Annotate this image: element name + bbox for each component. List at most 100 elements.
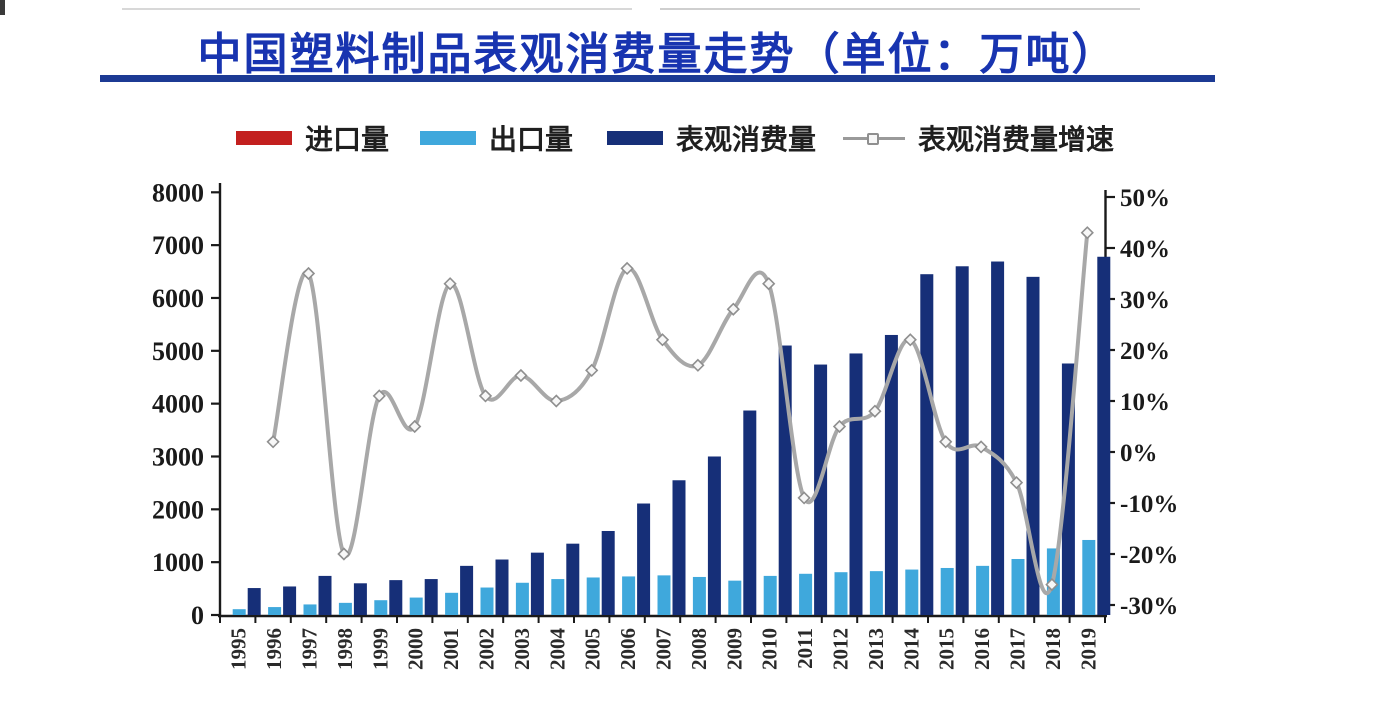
y-axis-right-label-10%: 10% (1120, 389, 1170, 416)
legend-swatch-exports (420, 131, 476, 145)
y-axis-left-label-1000: 1000 (152, 548, 204, 577)
bar-consumption-2001 (460, 565, 474, 615)
x-axis-label-1995: 1995 (227, 628, 251, 670)
x-axis-label-2011: 2011 (793, 628, 817, 669)
legend-item-imports: 进口量 (236, 120, 389, 156)
bar-exports-1999 (374, 600, 388, 615)
x-axis-label-2004: 2004 (545, 628, 569, 671)
legend-label-imports: 进口量 (305, 123, 390, 156)
bar-consumption-2005 (601, 530, 615, 615)
bar-consumption-2004 (566, 543, 580, 615)
bar-consumption-2011 (814, 364, 828, 615)
y-axis-left-label-0: 0 (191, 601, 204, 630)
x-axis-label-2000: 2000 (404, 628, 428, 670)
title-wrap: 中国塑料制品表观消费量走势（单位：万吨） (100, 18, 1215, 82)
scan-artifact-line-1 (122, 8, 632, 10)
growth-marker-2004 (549, 394, 563, 408)
growth-marker-2002 (478, 389, 493, 403)
growth-marker-2006 (620, 261, 634, 276)
bar-exports-2010 (763, 575, 777, 615)
y-axis-right-label--10%: -10% (1120, 491, 1178, 518)
growth-marker-1999 (372, 389, 386, 403)
y-axis-left-label-6000: 6000 (152, 284, 204, 313)
bar-consumption-1999 (389, 580, 403, 615)
x-axis-label-2003: 2003 (510, 628, 534, 670)
growth-marker-2003 (514, 368, 528, 383)
x-axis-label-1996: 1996 (262, 628, 286, 670)
growth-marker-2011 (797, 491, 811, 505)
bar-consumption-2015 (955, 266, 969, 615)
legend-swatch-imports (236, 131, 292, 145)
bar-consumption-2013 (884, 334, 898, 615)
x-axis-label-2016: 2016 (970, 628, 994, 670)
bar-consumption-2014 (920, 274, 934, 615)
bar-consumption-2008 (707, 456, 721, 615)
scan-artifact-line-2 (660, 8, 1140, 10)
x-axis-label-2001: 2001 (439, 628, 463, 670)
bar-consumption-2000 (424, 579, 438, 615)
growth-marker-2013 (868, 404, 882, 418)
bar-consumption-2009 (743, 410, 757, 615)
x-axis-label-2009: 2009 (722, 628, 746, 670)
growth-marker-2010 (762, 277, 776, 291)
bar-exports-2004 (551, 579, 565, 615)
x-axis-label-2017: 2017 (1006, 628, 1030, 670)
bar-exports-2002 (480, 587, 494, 615)
bar-exports-2011 (799, 573, 813, 615)
bar-consumption-2003 (530, 552, 544, 615)
growth-marker-2015 (939, 435, 953, 449)
growth-marker-2009 (726, 302, 740, 316)
x-axis-label-2008: 2008 (687, 628, 711, 670)
chart-legend: 进口量 出口量 表观消费量 表观消费量增速 (0, 120, 1400, 156)
y-axis-left-label-2000: 2000 (152, 495, 204, 524)
bar-consumption-1998 (353, 583, 367, 615)
legend-swatch-consumption (607, 131, 663, 145)
bar-exports-2019 (1082, 539, 1096, 615)
x-axis-label-2005: 2005 (581, 628, 605, 670)
x-axis-label-1997: 1997 (298, 628, 322, 670)
bar-exports-2005 (586, 577, 600, 615)
legend-item-consumption: 表观消费量 (607, 120, 816, 156)
growth-marker-2016 (974, 440, 988, 454)
bar-exports-2013 (869, 571, 883, 615)
x-axis-label-2006: 2006 (616, 628, 640, 670)
x-axis-label-2010: 2010 (758, 628, 782, 670)
x-axis-label-1999: 1999 (368, 628, 392, 670)
growth-line (271, 230, 1090, 596)
y-axis-right-label-50%: 50% (1120, 185, 1170, 212)
legend-label-growth: 表观消费量增速 (918, 123, 1115, 156)
y-axis-right-label--30%: -30% (1120, 593, 1178, 620)
bar-exports-1996 (268, 607, 282, 615)
bar-exports-1995 (232, 609, 246, 615)
growth-marker-2000 (408, 419, 422, 434)
growth-marker-2019 (1080, 226, 1094, 240)
page-title: 中国塑料制品表观消费量走势（单位：万吨） (197, 29, 1118, 80)
bar-exports-2014 (905, 569, 919, 615)
bar-consumption-2007 (672, 480, 686, 615)
y-axis-left-label-7000: 7000 (152, 231, 204, 260)
x-axis-label-1998: 1998 (333, 628, 357, 670)
growth-marker-1997 (301, 266, 316, 281)
bar-exports-2009 (728, 580, 742, 615)
x-axis-label-2013: 2013 (864, 628, 888, 670)
growth-marker-2017 (1009, 475, 1024, 490)
x-axis-label-2018: 2018 (1041, 628, 1065, 670)
y-axis-left-label-8000: 8000 (152, 178, 204, 207)
legend-label-exports: 出口量 (489, 123, 574, 156)
bar-exports-2015 (940, 567, 954, 615)
growth-marker-2001 (443, 277, 457, 291)
bar-consumption-2012 (849, 353, 863, 615)
y-axis-left-label-5000: 5000 (152, 337, 204, 366)
bar-consumption-2006 (637, 503, 651, 615)
y-axis-right-label-40%: 40% (1120, 236, 1170, 263)
x-axis-label-2002: 2002 (475, 628, 499, 670)
y-axis-right-label-30%: 30% (1120, 287, 1170, 314)
title-underline (100, 75, 1215, 82)
bar-exports-2008 (692, 576, 706, 615)
bar-consumption-2002 (495, 559, 509, 615)
y-axis-right-label-0%: 0% (1120, 440, 1158, 467)
growth-marker-2005 (585, 363, 599, 378)
growth-marker-1998 (337, 547, 351, 561)
